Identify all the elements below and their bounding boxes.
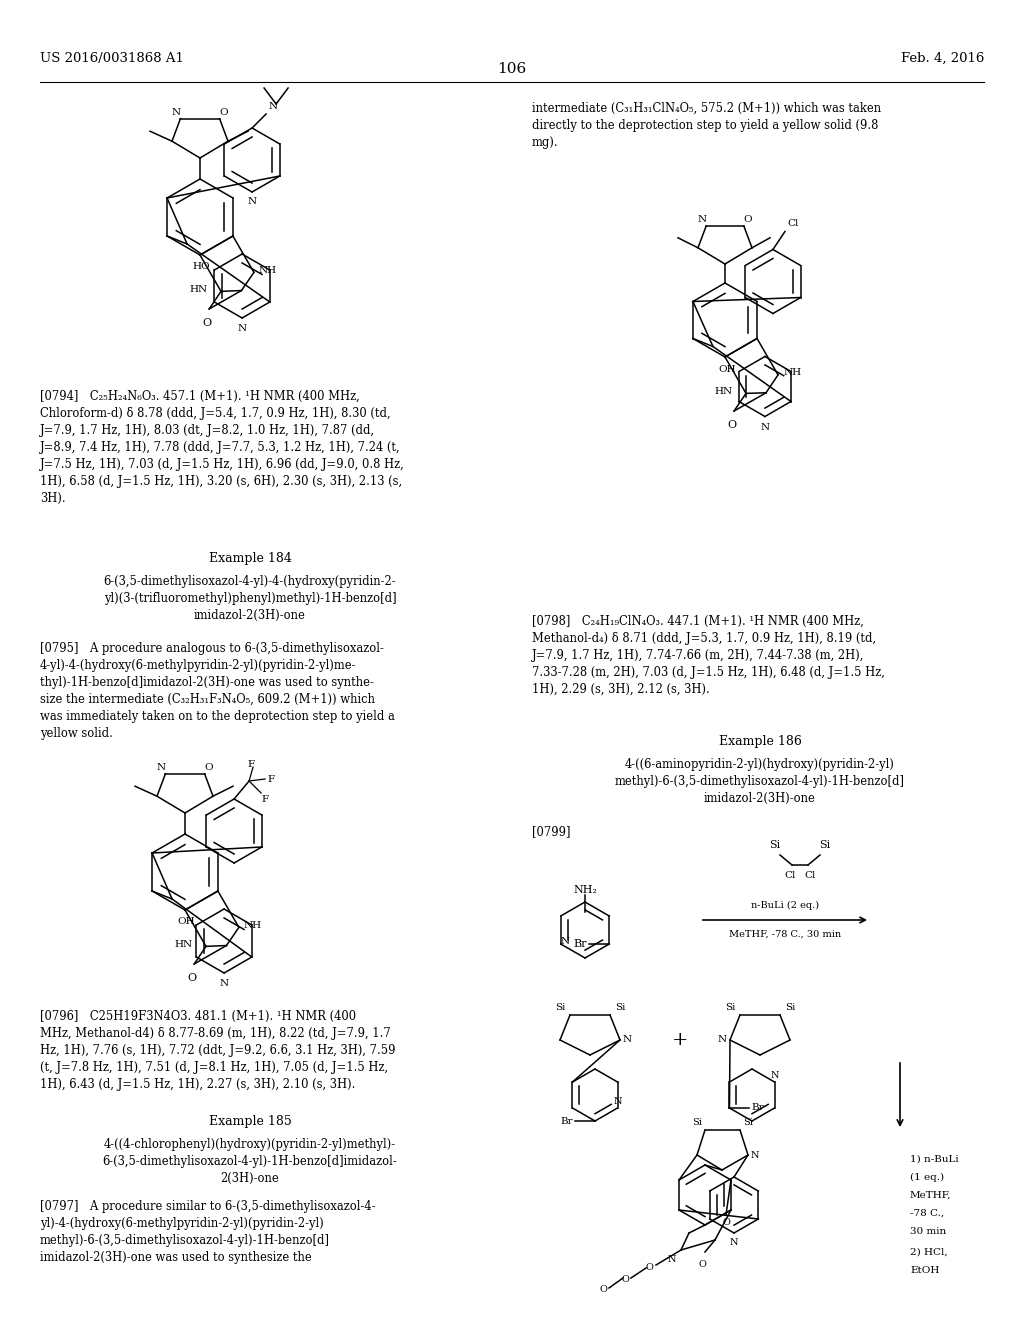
Text: Cl: Cl (787, 219, 799, 227)
Text: Si: Si (785, 1003, 796, 1012)
Text: 2) HCl,: 2) HCl, (910, 1247, 947, 1257)
Text: (1 eq.): (1 eq.) (910, 1173, 944, 1183)
Text: [0797] A procedure similar to 6-(3,5-dimethylisoxazol-4-
yl)-4-(hydroxy(6-methyl: [0797] A procedure similar to 6-(3,5-dim… (40, 1200, 376, 1265)
Text: O: O (599, 1286, 607, 1295)
Text: Cl: Cl (784, 870, 796, 879)
Text: NH: NH (244, 921, 262, 929)
Text: 4-((4-chlorophenyl)(hydroxy)(pyridin-2-yl)methyl)-
6-(3,5-dimethylisoxazol-4-yl): 4-((4-chlorophenyl)(hydroxy)(pyridin-2-y… (102, 1138, 397, 1185)
Text: 106: 106 (498, 62, 526, 77)
Text: O: O (204, 763, 213, 772)
Text: 30 min: 30 min (910, 1228, 946, 1236)
Text: F: F (248, 760, 255, 770)
Text: N: N (770, 1071, 779, 1080)
Text: [0798] C₂₄H₁₉ClN₄O₃. 447.1 (M+1). ¹H NMR (400 MHz,
Methanol-d₄) δ 8.71 (ddd, J=5: [0798] C₂₄H₁₉ClN₄O₃. 447.1 (M+1). ¹H NMR… (532, 615, 885, 696)
Text: Cl: Cl (804, 870, 816, 879)
Text: HN: HN (715, 387, 733, 396)
Text: 4-((6-aminopyridin-2-yl)(hydroxy)(pyridin-2-yl)
methyl)-6-(3,5-dimethylisoxazol-: 4-((6-aminopyridin-2-yl)(hydroxy)(pyridi… (615, 758, 905, 805)
Text: Si: Si (692, 1118, 702, 1127)
Text: O: O (743, 215, 753, 224)
Text: intermediate (C₃₁H₃₁ClN₄O₅, 575.2 (M+1)) which was taken
directly to the deprote: intermediate (C₃₁H₃₁ClN₄O₅, 575.2 (M+1))… (532, 102, 881, 149)
Text: Br: Br (752, 1104, 764, 1113)
Text: Si: Si (819, 840, 830, 850)
Text: Example 185: Example 185 (209, 1115, 292, 1129)
Text: [0796] C25H19F3N4O3. 481.1 (M+1). ¹H NMR (400
MHz, Methanol-d4) δ 8.77-8.69 (m, : [0796] C25H19F3N4O3. 481.1 (M+1). ¹H NMR… (40, 1010, 395, 1092)
Text: Si: Si (743, 1118, 753, 1127)
Text: OH: OH (177, 917, 195, 927)
Text: N: N (172, 108, 181, 116)
Text: MeTHF,: MeTHF, (910, 1191, 951, 1200)
Text: O: O (187, 973, 197, 983)
Text: N: N (561, 937, 570, 946)
Text: O: O (645, 1263, 653, 1272)
Text: HO: HO (193, 261, 210, 271)
Text: +: + (672, 1031, 688, 1049)
Text: MeTHF, -78 C., 30 min: MeTHF, -78 C., 30 min (729, 931, 841, 939)
Text: Si: Si (555, 1003, 565, 1012)
Text: [0794] C₂₅H₂₄N₆O₃. 457.1 (M+1). ¹H NMR (400 MHz,
Chloroform-d) δ 8.78 (ddd, J=5.: [0794] C₂₅H₂₄N₆O₃. 457.1 (M+1). ¹H NMR (… (40, 389, 404, 506)
Text: Si: Si (769, 840, 780, 850)
Text: OH: OH (718, 364, 735, 374)
Text: Br: Br (573, 939, 587, 949)
Text: EtOH: EtOH (910, 1266, 939, 1275)
Text: N: N (751, 1151, 760, 1159)
Text: N: N (761, 422, 769, 432)
Text: NH₂: NH₂ (573, 884, 597, 895)
Text: N: N (613, 1097, 622, 1106)
Text: Example 186: Example 186 (719, 735, 802, 748)
Text: N: N (668, 1255, 676, 1265)
Text: Br: Br (560, 1117, 573, 1126)
Text: N: N (248, 197, 257, 206)
Text: O: O (622, 1275, 629, 1284)
Text: Si: Si (615, 1003, 626, 1012)
Text: N: N (697, 215, 707, 224)
Text: Feb. 4, 2016: Feb. 4, 2016 (901, 51, 984, 65)
Text: N: N (157, 763, 166, 772)
Text: F: F (261, 795, 268, 804)
Text: O: O (722, 1218, 730, 1228)
Text: 6-(3,5-dimethylisoxazol-4-yl)-4-(hydroxy(pyridin-2-
yl)(3-(trifluoromethyl)pheny: 6-(3,5-dimethylisoxazol-4-yl)-4-(hydroxy… (103, 576, 396, 622)
Text: NH: NH (783, 368, 801, 378)
Text: N: N (219, 979, 228, 987)
Text: US 2016/0031868 A1: US 2016/0031868 A1 (40, 51, 184, 65)
Text: O: O (203, 318, 212, 327)
Text: HN: HN (189, 285, 208, 294)
Text: N: N (238, 323, 247, 333)
Text: N: N (718, 1035, 727, 1044)
Text: N: N (623, 1035, 632, 1044)
Text: N: N (730, 1238, 738, 1247)
Text: [0795] A procedure analogous to 6-(3,5-dimethylisoxazol-
4-yl)-4-(hydroxy(6-meth: [0795] A procedure analogous to 6-(3,5-d… (40, 642, 395, 741)
Text: [0799]: [0799] (532, 825, 570, 838)
Text: F: F (267, 775, 274, 784)
Text: O: O (698, 1261, 706, 1269)
Text: O: O (727, 420, 736, 430)
Text: Example 184: Example 184 (209, 552, 292, 565)
Text: -78 C.,: -78 C., (910, 1209, 944, 1218)
Text: 1) n-BuLi: 1) n-BuLi (910, 1155, 958, 1164)
Text: NH: NH (259, 265, 278, 275)
Text: Si: Si (725, 1003, 735, 1012)
Text: HN: HN (175, 940, 193, 949)
Text: O: O (219, 108, 228, 116)
Text: N: N (268, 102, 278, 111)
Text: n-BuLi (2 eq.): n-BuLi (2 eq.) (751, 900, 819, 909)
